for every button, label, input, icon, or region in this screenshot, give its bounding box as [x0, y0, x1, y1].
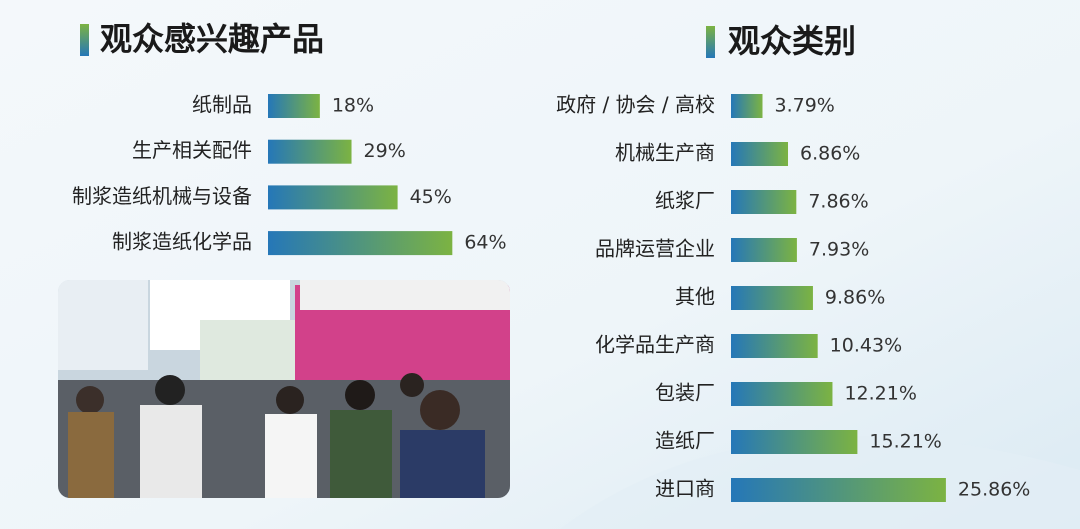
bar	[731, 94, 763, 118]
bar	[731, 142, 789, 166]
category-label: 纸浆厂	[655, 189, 715, 213]
bar	[268, 231, 453, 256]
category-label: 进口商	[655, 477, 715, 501]
value-label: 45%	[410, 186, 452, 208]
value-label: 10.43%	[830, 335, 902, 357]
category-label: 制浆造纸化学品	[112, 230, 252, 254]
bar	[731, 190, 797, 214]
bar	[268, 185, 398, 210]
value-label: 29%	[364, 140, 406, 162]
title-icon	[80, 24, 89, 56]
bar	[268, 94, 320, 118]
category-label: 造纸厂	[655, 429, 715, 453]
value-label: 6.86%	[800, 143, 860, 165]
category-label: 制浆造纸机械与设备	[72, 184, 252, 208]
bar	[731, 430, 858, 454]
category-label: 包装厂	[655, 381, 715, 405]
title-icon	[706, 26, 715, 58]
bar	[268, 139, 352, 164]
value-label: 3.79%	[774, 95, 834, 117]
value-label: 9.86%	[825, 287, 885, 309]
category-label: 机械生产商	[615, 141, 715, 165]
category-label: 纸制品	[192, 93, 252, 117]
bar	[731, 334, 818, 358]
expo-photo	[58, 280, 510, 498]
value-label: 7.86%	[808, 191, 868, 213]
category-label: 品牌运营企业	[595, 237, 715, 261]
chart-title: 观众感兴趣产品	[100, 20, 324, 58]
value-label: 12.21%	[844, 383, 916, 405]
value-label: 25.86%	[958, 479, 1030, 501]
value-label: 18%	[332, 95, 374, 117]
value-label: 64%	[464, 232, 506, 254]
chart-title: 观众类别	[728, 22, 856, 60]
category-label: 生产相关配件	[132, 138, 252, 162]
value-label: 15.21%	[869, 431, 941, 453]
bar	[731, 478, 946, 502]
category-label: 政府 / 协会 / 高校	[556, 93, 715, 117]
category-label: 其他	[675, 285, 715, 309]
bar	[731, 238, 797, 262]
value-label: 7.93%	[809, 239, 869, 261]
bar	[731, 382, 833, 406]
bar	[731, 286, 813, 310]
category-label: 化学品生产商	[595, 333, 715, 357]
